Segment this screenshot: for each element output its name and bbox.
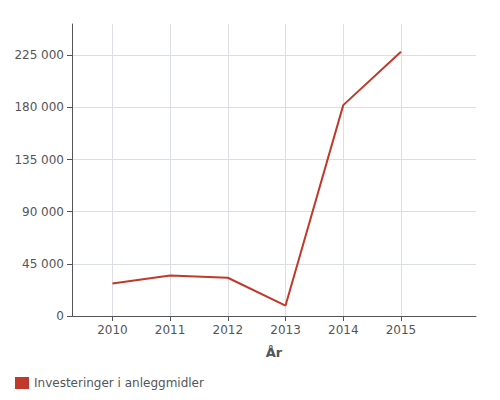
- svg-text:Investeringer i anleggmidler: Investeringer i anleggmidler: [34, 376, 204, 390]
- svg-text:2011: 2011: [155, 323, 186, 337]
- svg-text:0: 0: [56, 309, 64, 323]
- svg-text:90 000: 90 000: [22, 205, 64, 219]
- svg-text:225 000: 225 000: [14, 48, 64, 62]
- svg-text:45 000: 45 000: [22, 257, 64, 271]
- svg-text:2015: 2015: [386, 323, 417, 337]
- svg-text:2014: 2014: [328, 323, 359, 337]
- svg-text:År: År: [266, 345, 283, 360]
- svg-text:2013: 2013: [270, 323, 301, 337]
- svg-text:180 000: 180 000: [14, 100, 64, 114]
- svg-text:135 000: 135 000: [14, 153, 64, 167]
- svg-text:2010: 2010: [97, 323, 128, 337]
- svg-text:2012: 2012: [213, 323, 244, 337]
